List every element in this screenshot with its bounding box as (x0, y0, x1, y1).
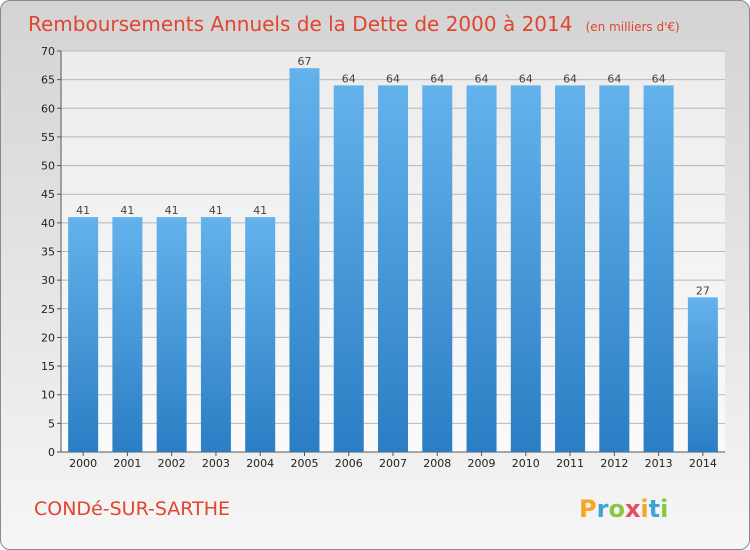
x-tick-label: 2011 (556, 457, 584, 470)
chart-subtitle: (en milliers d'€) (586, 20, 680, 34)
x-tick-label: 2005 (290, 457, 318, 470)
y-tick-label: 65 (41, 74, 55, 87)
bars (68, 68, 718, 452)
bar-value-label: 64 (386, 72, 400, 85)
y-tick-label: 50 (41, 160, 55, 173)
bar-value-label: 64 (430, 72, 444, 85)
proxiti-logo: Proxiti (579, 495, 668, 523)
y-tick-label: 20 (41, 331, 55, 344)
bar (599, 85, 630, 452)
y-tick-label: 0 (48, 446, 55, 459)
commune-name: CONDé-SUR-SARTHE (34, 498, 230, 520)
bar (289, 68, 320, 452)
bar (422, 85, 453, 452)
y-tick-label: 40 (41, 217, 55, 230)
logo-letter: i (660, 495, 668, 523)
y-tick-label: 5 (48, 417, 55, 430)
y-tick-label: 30 (41, 274, 55, 287)
bar (68, 217, 99, 452)
bar (466, 85, 497, 452)
x-tick-label: 2012 (600, 457, 628, 470)
bar-value-label: 27 (696, 284, 710, 297)
bar-value-label: 41 (76, 204, 90, 217)
y-tick-label: 25 (41, 303, 55, 316)
bar-value-label: 64 (342, 72, 356, 85)
x-tick-label: 2013 (645, 457, 673, 470)
x-tick-label: 2001 (113, 457, 141, 470)
x-tick-label: 2007 (379, 457, 407, 470)
y-tick-label: 10 (41, 389, 55, 402)
y-tick-label: 15 (41, 360, 55, 373)
bar (555, 85, 586, 452)
y-tick-label: 55 (41, 131, 55, 144)
bar (643, 85, 674, 452)
y-tick-label: 45 (41, 188, 55, 201)
bar-value-label: 64 (563, 72, 577, 85)
logo-letter: r (597, 495, 609, 523)
x-tick-label: 2010 (512, 457, 540, 470)
x-tick-label: 2004 (246, 457, 274, 470)
y-tick-label: 60 (41, 102, 55, 115)
bar (112, 217, 143, 452)
bar (378, 85, 408, 452)
x-tick-label: 2002 (158, 457, 186, 470)
x-tick-label: 2009 (468, 457, 496, 470)
bar-value-label: 64 (519, 72, 533, 85)
bar-value-label: 67 (297, 55, 311, 68)
bar-value-label: 41 (120, 204, 134, 217)
x-tick-label: 2003 (202, 457, 230, 470)
x-tick-label: 2006 (335, 457, 363, 470)
bar-value-label: 41 (209, 204, 223, 217)
bar (156, 217, 187, 452)
logo-letter: t (649, 495, 660, 523)
bar (510, 85, 541, 452)
bar-value-label: 64 (607, 72, 621, 85)
bar (333, 85, 364, 452)
bar-value-label: 41 (165, 204, 179, 217)
bar (245, 217, 276, 452)
bar-value-label: 64 (475, 72, 489, 85)
svg-text:Remboursements Annuels de la D: Remboursements Annuels de la Dette de 20… (28, 12, 680, 36)
bar-value-label: 41 (253, 204, 267, 217)
labels: 0 5 10 15 20 25 30 35 40 45 50 55 60 65 70 41 2000 41 2001… (41, 45, 717, 470)
x-tick-label: 2000 (69, 457, 97, 470)
bar (200, 217, 231, 452)
logo-letter: o (608, 495, 625, 523)
y-tick-label: 35 (41, 246, 55, 259)
y-tick-label: 70 (41, 45, 55, 58)
logo-letter: i (640, 495, 648, 523)
bar (687, 297, 718, 452)
x-tick-label: 2014 (689, 457, 717, 470)
x-tick-label: 2008 (423, 457, 451, 470)
chart-title: Remboursements Annuels de la Dette de 20… (28, 12, 572, 36)
bar-value-label: 64 (652, 72, 666, 85)
logo-letter: P (579, 495, 597, 523)
logo-letter: x (625, 495, 641, 523)
